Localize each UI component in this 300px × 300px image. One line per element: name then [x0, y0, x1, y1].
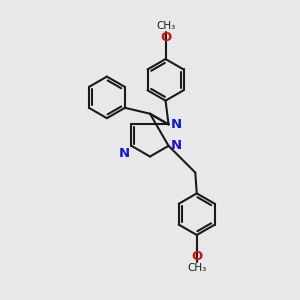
Text: CH₃: CH₃: [156, 21, 175, 31]
Text: N: N: [171, 139, 182, 152]
Text: N: N: [119, 147, 130, 160]
Text: O: O: [160, 31, 171, 44]
Text: N: N: [171, 118, 182, 131]
Text: CH₃: CH₃: [187, 263, 206, 273]
Text: O: O: [191, 250, 202, 263]
